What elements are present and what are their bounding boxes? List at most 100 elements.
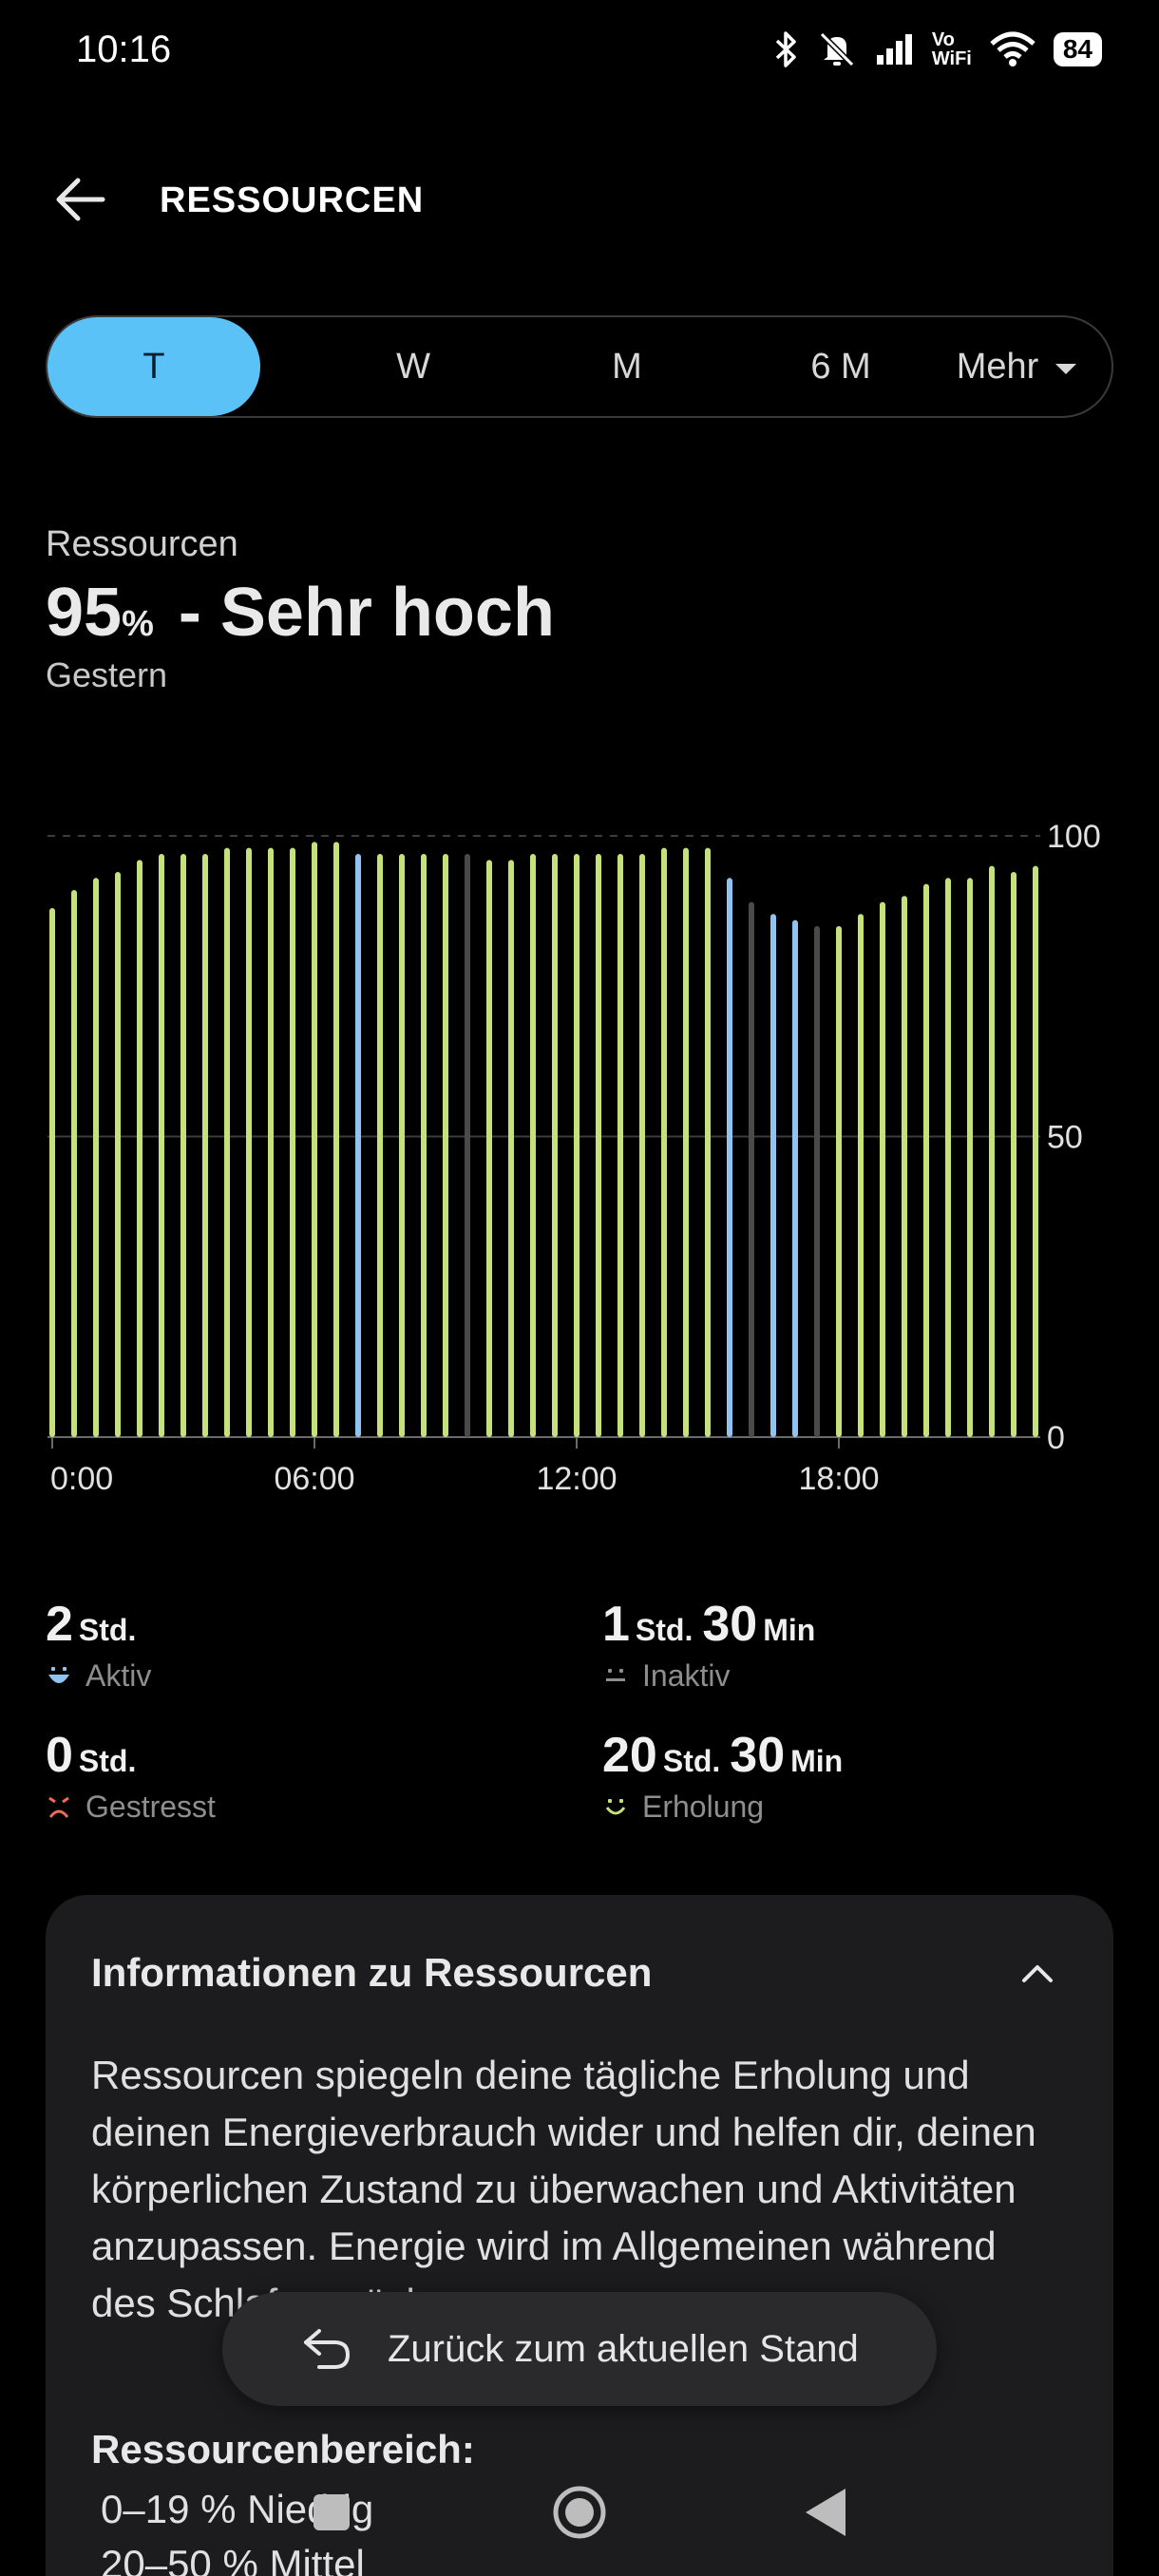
arrow-left-icon — [56, 178, 105, 221]
caret-down-icon — [1055, 363, 1077, 374]
chart-bar — [115, 871, 121, 1437]
page-title: RESSOURCEN — [160, 180, 425, 220]
chart-bar — [202, 853, 208, 1437]
range-list: 0–19 % Niedrig 20–50 % Mittel — [101, 2482, 373, 2576]
x-tick-label: 0:00 — [50, 1461, 113, 1491]
signal-icon — [875, 32, 915, 66]
chart-bar — [770, 914, 776, 1437]
chart-bar — [1033, 865, 1038, 1437]
face-stressed-icon — [48, 1796, 69, 1818]
y-tick-label: 0 — [1047, 1420, 1065, 1456]
chart-bar — [486, 860, 492, 1437]
tab-6-months[interactable]: 6 M — [810, 346, 871, 387]
period-tabs: T W M 6 M Mehr — [46, 315, 1113, 418]
chart-bar — [159, 853, 164, 1437]
chart-bar — [792, 919, 798, 1437]
chart-bar — [574, 853, 580, 1437]
chart-bar — [355, 853, 361, 1437]
status-icons: Vo WiFi 84 — [774, 23, 1102, 76]
range-title: Ressourcenbereich: — [91, 2427, 475, 2472]
chart-bar — [858, 914, 864, 1437]
chart-bar — [705, 847, 711, 1437]
system-nav-bar — [0, 2460, 1159, 2565]
chart-bar — [880, 901, 885, 1437]
face-recovery-icon — [605, 1798, 626, 1814]
chart-bar — [836, 925, 842, 1437]
summary-value: 95% - Sehr hoch — [46, 575, 555, 651]
mute-icon — [816, 30, 858, 68]
vowifi-icon: Vo WiFi — [931, 29, 972, 69]
chart-bar — [246, 847, 252, 1437]
chart-bar — [268, 847, 274, 1437]
stat-stressed: 0 Std. Gestresst — [46, 1728, 216, 1824]
chart-bar — [399, 853, 405, 1437]
y-tick-label: 50 — [1047, 1120, 1083, 1156]
x-tick-label: 18:00 — [798, 1461, 879, 1491]
recents-icon[interactable] — [314, 2494, 350, 2530]
chart-bar — [749, 901, 754, 1437]
chart-bar — [814, 925, 820, 1437]
range-item-medium: 20–50 % Mittel — [101, 2542, 365, 2576]
tab-week[interactable]: W — [396, 346, 430, 387]
info-card: Informationen zu Ressourcen Ressourcen s… — [46, 1895, 1113, 2576]
collapse-button[interactable] — [1018, 1954, 1056, 1992]
back-button[interactable] — [48, 171, 114, 228]
chart-bar — [1011, 871, 1016, 1437]
chart-bar — [552, 853, 558, 1437]
chart-bar — [465, 853, 470, 1437]
chart-bar — [967, 878, 973, 1437]
chart-bar — [49, 907, 55, 1437]
chart-bar — [443, 853, 448, 1437]
chart-bar — [596, 853, 601, 1437]
battery-icon: 84 — [1053, 32, 1102, 66]
x-tick-label: 12:00 — [536, 1461, 617, 1491]
chart-bar — [639, 853, 645, 1437]
summary-unit: % — [122, 604, 154, 644]
chart-bar — [93, 878, 99, 1437]
chart-bar — [508, 860, 514, 1437]
bluetooth-icon — [774, 30, 799, 68]
chart-bar — [727, 878, 732, 1437]
chart-bar — [224, 847, 230, 1437]
resources-chart: 100 50 0 0:00 06:00 12:00 18:00 — [0, 807, 1159, 1497]
chart-bar — [137, 860, 142, 1437]
summary-level: - Sehr hoch — [159, 575, 555, 651]
chart-bar — [530, 853, 536, 1437]
chart-bar — [421, 853, 427, 1437]
info-card-body: Ressourcen spiegeln deine tägliche Erhol… — [91, 2053, 1036, 2325]
face-active-icon — [48, 1666, 69, 1683]
chart-bar — [683, 847, 689, 1437]
chevron-up-icon — [1022, 1965, 1053, 1982]
chart-bar — [618, 853, 623, 1437]
tab-day[interactable]: T — [48, 317, 260, 416]
summary-label: Ressourcen — [46, 524, 238, 564]
tab-more-dropdown[interactable]: Mehr — [922, 317, 1112, 416]
back-to-current-label: Zurück zum aktuellen Stand — [388, 2327, 859, 2370]
face-inactive-icon — [606, 1668, 625, 1681]
chart-bar — [945, 878, 951, 1437]
chart-bar — [71, 889, 77, 1437]
y-tick-label: 100 — [1047, 819, 1101, 855]
back-triangle-icon[interactable] — [806, 2489, 846, 2536]
app-header: RESSOURCEN — [0, 152, 1159, 247]
tab-month[interactable]: M — [612, 346, 642, 387]
chart-bar — [312, 842, 317, 1437]
chart-bar — [377, 853, 383, 1437]
chart-bar — [661, 847, 667, 1437]
chart-bar — [923, 883, 929, 1437]
undo-arrow-icon — [304, 2329, 351, 2369]
info-card-title: Informationen zu Ressourcen — [91, 1950, 653, 1995]
chart-bar — [333, 842, 339, 1437]
chart-bar — [290, 847, 295, 1437]
chart-bar — [902, 896, 907, 1437]
summary-date: Gestern — [46, 655, 168, 694]
chart-bar — [180, 853, 186, 1437]
home-icon[interactable] — [553, 2486, 606, 2539]
stat-inactive: 1 Std. 30 Min Inaktiv — [602, 1597, 816, 1693]
stat-recovery: 20 Std. 30 Min Erholung — [602, 1728, 844, 1824]
stat-active: 2 Std. Aktiv — [46, 1597, 152, 1693]
back-to-current-button[interactable]: Zurück zum aktuellen Stand — [222, 2292, 937, 2406]
wifi-icon — [989, 30, 1036, 68]
x-tick-label: 06:00 — [274, 1461, 354, 1491]
status-bar: 10:16 Vo WiFi 84 — [0, 0, 1159, 101]
